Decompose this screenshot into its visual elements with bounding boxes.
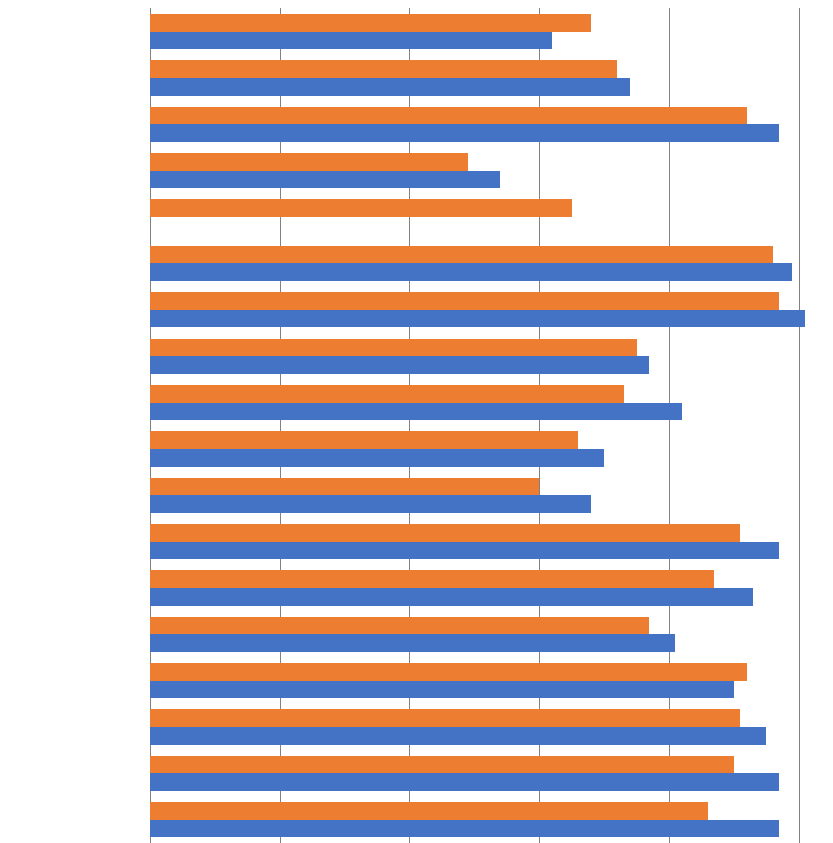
Bar [150,727,766,744]
Bar [150,14,591,31]
Bar [150,774,779,791]
Bar [150,170,501,188]
Bar [150,246,773,263]
Bar [150,385,624,402]
Bar [150,617,650,635]
Bar [150,263,792,281]
Bar [150,61,617,78]
Bar [150,680,734,698]
Bar [150,402,682,420]
Bar [150,78,630,95]
Bar [150,339,636,356]
Bar [150,541,779,559]
Bar [150,496,591,513]
Bar [150,803,708,819]
Bar [150,125,779,142]
Bar [150,31,552,49]
Bar [150,710,741,727]
Bar [150,588,753,605]
Bar [150,478,539,496]
Bar [150,756,734,774]
Bar [150,571,715,588]
Bar [150,200,571,217]
Bar [150,356,650,373]
Bar [150,819,779,837]
Bar [150,432,578,449]
Bar [150,107,747,125]
Bar [150,524,741,542]
Bar [150,293,779,309]
Bar [150,153,468,170]
Bar [150,309,806,327]
Bar [150,663,747,681]
Bar [150,634,676,652]
Bar [150,448,604,466]
